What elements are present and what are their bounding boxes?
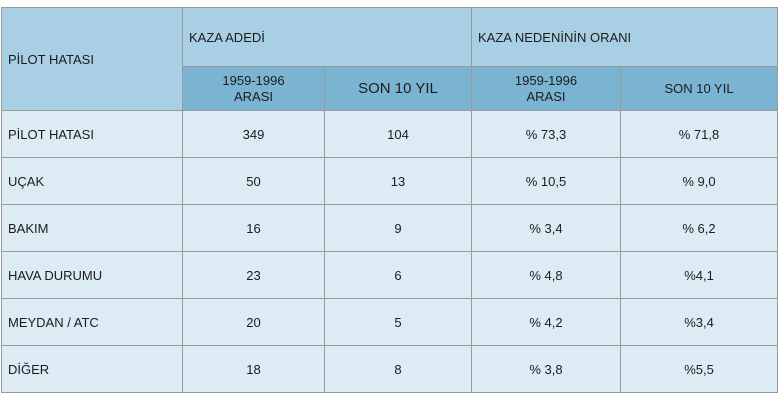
ratio-period-line2: ARASI (526, 88, 566, 104)
table-row: BAKIM 16 9% 3,4% 6,2 (1, 204, 779, 252)
table-row: UÇAK 50 13% 10,5% 9,0 (1, 157, 779, 205)
ratio-last-10-years-cell: %4,1 (619, 251, 779, 299)
ratio-last-10-years-cell: % 71,8 (619, 110, 779, 158)
row-label: DİĞER (1, 345, 183, 393)
count-period-line1: 1959-1996 (222, 72, 285, 88)
ratio-1959-1996-cell: % 10,5 (471, 157, 621, 205)
table-row: MEYDAN / ATC 20 5% 4,2 %3,4 (1, 298, 779, 346)
ratio-last-10-years-cell: % 9,0 (619, 157, 779, 205)
ratio-1959-1996-cell: % 73,3 (471, 110, 621, 158)
ratio-last-10-years-cell: %5,5 (619, 345, 779, 393)
count-1959-1996-cell: 349 (182, 110, 325, 158)
cause-ratio-group-header: KAZA NEDENİNİN ORANI (470, 7, 779, 67)
ratio-1959-1996-cell: % 3,4 (471, 204, 621, 252)
ratio-period-line1: 1959-1996 (514, 72, 578, 88)
accident-causes-table: PİLOT HATASI KAZA ADEDİ KAZA NEDENİNİN O… (1, 7, 779, 393)
row-label: UÇAK (1, 157, 183, 205)
row-label: MEYDAN / ATC (1, 298, 183, 346)
count-last-10-years-cell: 8 (324, 345, 472, 393)
row-label: HAVA DURUMU (1, 251, 183, 299)
ratio-1959-1996-cell: % 4,2 (471, 298, 621, 346)
count-last-10-years-cell: 5 (324, 298, 472, 346)
count-1959-1996-cell: 18 (182, 345, 325, 393)
table-row: DİĞER 18 8% 3,8 %5,5 (1, 345, 779, 393)
ratio-last-10-years-cell: % 6,2 (619, 204, 779, 252)
count-last-10-years-cell: 104 (324, 110, 472, 158)
accident-count-group-header: KAZA ADEDİ (182, 7, 472, 67)
ratio-period-header: 1959-1996 ARASI (471, 66, 621, 111)
count-1959-1996-cell: 23 (182, 251, 325, 299)
table-row: PİLOT HATASI 349 104% 73,3% 71,8 (1, 110, 779, 158)
ratio-1959-1996-cell: % 3,8 (471, 345, 621, 393)
count-last-10-years-cell: 9 (324, 204, 472, 252)
count-last-10-years-cell: 6 (324, 251, 472, 299)
count-period-header: 1959-1996 ARASI (182, 66, 325, 111)
count-last-10-years-cell: 13 (324, 157, 472, 205)
count-period-line2: ARASI (233, 88, 273, 104)
table-body: PİLOT HATASI 349 104% 73,3% 71,8 UÇAK 50 13% … (1, 110, 779, 393)
count-1959-1996-cell: 20 (182, 298, 325, 346)
row-label: PİLOT HATASI (1, 110, 183, 158)
ratio-1959-1996-cell: % 4,8 (471, 251, 621, 299)
table-row: HAVA DURUMU 23 6% 4,8 %4,1 (1, 251, 779, 299)
category-column-header: PİLOT HATASI (1, 7, 183, 111)
ratio-recent-header: SON 10 YIL (619, 66, 779, 111)
count-1959-1996-cell: 16 (182, 204, 325, 252)
count-recent-header: SON 10 YIL (324, 66, 472, 111)
ratio-last-10-years-cell: %3,4 (619, 298, 779, 346)
count-1959-1996-cell: 50 (182, 157, 325, 205)
row-label: BAKIM (1, 204, 183, 252)
